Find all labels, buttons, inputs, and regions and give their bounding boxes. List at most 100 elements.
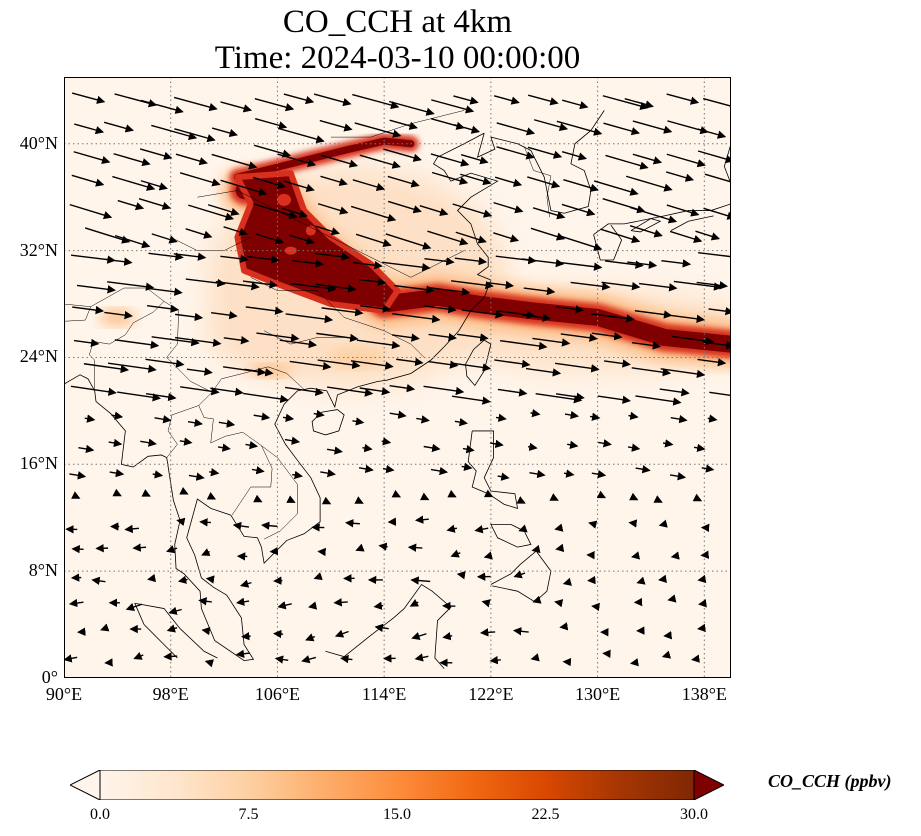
wind-arrow (70, 385, 117, 396)
wind-arrow (205, 575, 215, 584)
wind-arrow (179, 172, 221, 187)
colorbar-label: CO_CCH (ppbv) (768, 771, 892, 791)
wind-arrow (140, 180, 168, 191)
wind-arrow (352, 261, 383, 270)
wind-arrow (589, 412, 601, 421)
wind-arrow (185, 228, 213, 239)
wind-arrow (104, 310, 133, 320)
wind-arrow (154, 415, 172, 424)
wind-arrow (474, 525, 489, 534)
wind-arrow (256, 332, 300, 342)
lon-tick-label: 122°E (468, 684, 514, 704)
wind-arrow (662, 439, 674, 448)
wind-arrow (64, 654, 78, 663)
wind-arrow (523, 286, 556, 296)
wind-arrow (423, 385, 465, 396)
wind-arrow (292, 470, 303, 480)
wind-arrow (315, 225, 340, 236)
wind-arrow (71, 92, 106, 104)
wind-arrow (460, 153, 489, 165)
wind-arrow (211, 127, 238, 138)
wind-arrow (106, 281, 155, 291)
wind-arrow (245, 306, 284, 315)
wind-arrow (564, 410, 580, 420)
wind-arrow (355, 543, 365, 552)
wind-arrow (133, 651, 144, 660)
colorbar-gradient (99, 770, 695, 800)
wind-arrow (430, 466, 449, 476)
wind-arrow (207, 204, 240, 216)
wind-arrow (220, 101, 253, 113)
wind-arrow (91, 576, 106, 586)
wind-arrow (521, 258, 565, 268)
wind-arrow (140, 99, 184, 114)
wind-arrow (453, 95, 479, 105)
wind-arrow (560, 333, 598, 342)
wind-arrow (483, 489, 494, 498)
wind-arrow (535, 392, 583, 404)
wind-arrow (308, 601, 318, 610)
wind-arrow (151, 336, 200, 347)
wind-arrow (232, 521, 250, 531)
wind-arrow (561, 150, 587, 161)
wind-arrow (108, 438, 123, 448)
country-border (64, 287, 165, 307)
wind-arrow (567, 440, 579, 449)
wind-arrow (703, 207, 731, 220)
wind-arrow (563, 469, 575, 478)
wind-arrow (661, 650, 672, 659)
map-panel: 0° 8°N 16°N 24°N 32°N 40°N 90°E 98°E 106°E 114°E… (20, 77, 731, 704)
wind-arrow (447, 489, 457, 498)
wind-arrow (378, 542, 388, 551)
wind-arrow (356, 339, 401, 350)
wind-arrow (204, 659, 214, 668)
wind-arrow (695, 230, 721, 241)
wind-arrow (220, 254, 249, 263)
wind-arrow (117, 199, 145, 211)
wind-arrow (456, 333, 489, 342)
wind-arrow (431, 99, 475, 114)
plume-halo (207, 290, 348, 371)
wind-arrow (669, 472, 687, 481)
wind-arrow (217, 443, 231, 452)
wind-arrow (493, 201, 524, 214)
wind-arrow (316, 332, 359, 343)
wind-arrow (452, 203, 493, 218)
wind-arrow (168, 606, 182, 615)
wind-arrow (666, 204, 700, 217)
wind-arrow (223, 336, 250, 345)
wind-arrow (253, 203, 298, 219)
wind-arrow (176, 517, 186, 527)
wind-arrow (282, 207, 308, 218)
wind-arrow (411, 632, 427, 641)
wind-arrow (333, 598, 348, 607)
wind-arrow (486, 280, 515, 290)
wind-arrow (286, 495, 296, 503)
wind-arrow (253, 144, 292, 158)
wind-arrow (175, 312, 204, 322)
wind-arrow (352, 93, 400, 110)
wind-arrow (603, 122, 640, 136)
wind-arrow (139, 148, 173, 160)
wind-arrow (317, 203, 349, 215)
wind-arrow (177, 575, 188, 584)
wind-arrow (496, 146, 535, 160)
wind-arrow (428, 333, 457, 342)
wind-vectors (64, 92, 731, 668)
wind-arrow (373, 601, 384, 610)
wind-arrow (660, 368, 706, 379)
wind-arrow (111, 411, 124, 420)
wind-arrow (84, 227, 131, 244)
wind-arrow (416, 415, 430, 424)
wind-arrow (453, 124, 481, 134)
wind-arrow (241, 631, 251, 641)
wind-arrow (527, 176, 561, 189)
wind-arrow (320, 175, 348, 187)
lon-tick-label: 90°E (45, 684, 83, 704)
wind-arrow (528, 94, 559, 106)
wind-arrow (284, 436, 301, 445)
wind-arrow (151, 124, 198, 141)
wind-arrow (387, 200, 422, 214)
wind-arrow (175, 153, 208, 166)
wind-arrow (301, 655, 317, 664)
